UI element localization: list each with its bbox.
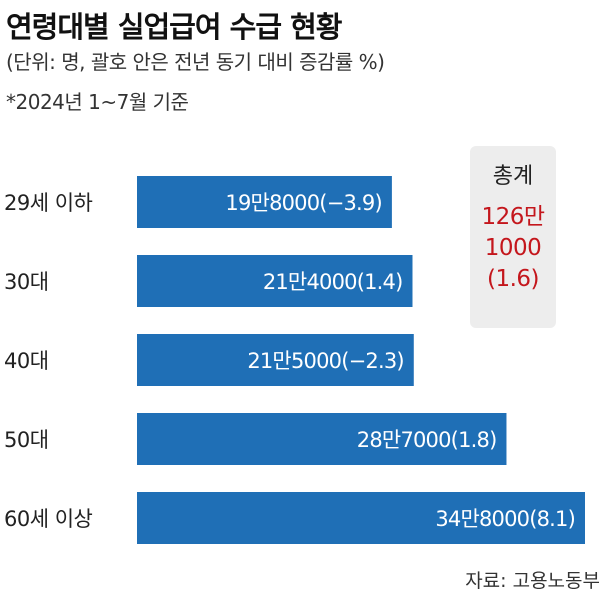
total-change: (1.6): [486, 266, 540, 292]
bar-value-label: 21만5000(−2.3): [247, 349, 403, 373]
bar: [137, 255, 413, 307]
total-value-line1: 126만: [481, 204, 545, 230]
total-label: 총계: [492, 164, 534, 189]
bar-value-label: 19만8000(−3.9): [225, 191, 381, 215]
category-label: 29세 이하: [4, 191, 93, 215]
chart-note: *2024년 1~7월 기준: [6, 90, 189, 114]
bar: [137, 413, 507, 465]
chart-subtitle: (단위: 명, 괄호 안은 전년 동기 대비 증감률 %): [6, 50, 385, 74]
bar-value-label: 28만7000(1.8): [357, 428, 497, 452]
bar: [137, 492, 585, 544]
chart-title: 연령대별 실업급여 수급 현황: [6, 10, 342, 44]
source-note: 자료: 고용노동부: [465, 570, 600, 592]
category-label: 60세 이상: [4, 507, 93, 531]
category-label: 50대: [4, 428, 49, 452]
total-value-line2: 1000: [484, 235, 542, 261]
total-box: 총계 126만 1000 (1.6): [470, 146, 556, 328]
category-label: 40대: [4, 349, 49, 373]
category-label: 30대: [4, 270, 49, 294]
bar-value-label: 21만4000(1.4): [263, 270, 403, 294]
bar-value-label: 34만8000(8.1): [435, 507, 575, 531]
bar: [137, 176, 392, 228]
bar: [137, 334, 414, 386]
